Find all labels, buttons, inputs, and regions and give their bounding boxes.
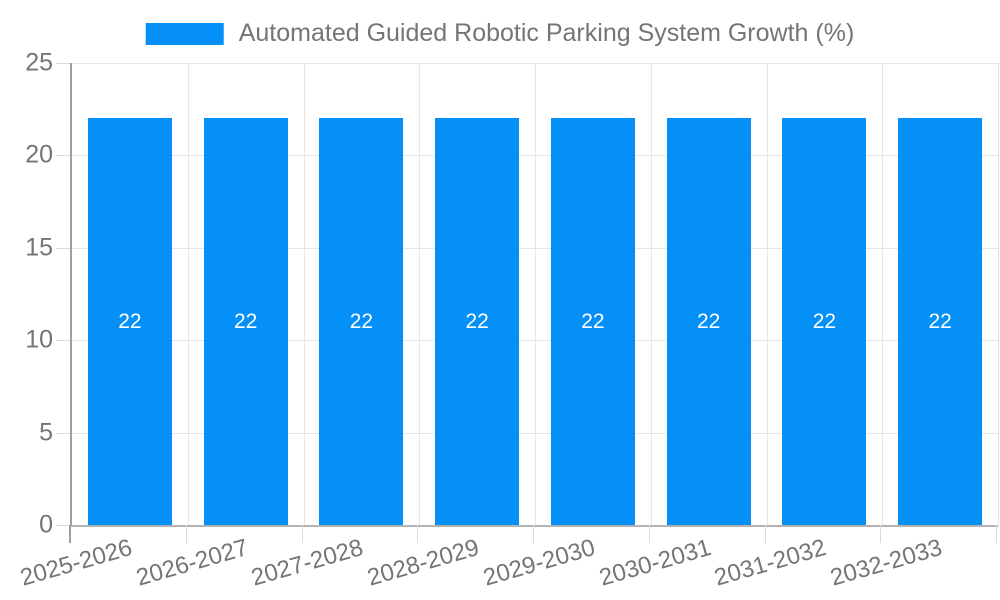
bar-value-label: 22 [696,309,721,333]
bar-2026-2027: 22 [203,118,288,525]
x-axis-tick-label: 2028-2029 [364,534,483,592]
x-axis-tick-mark [301,525,303,543]
y-axis-tick-label: 10 [25,325,53,354]
legend[interactable]: Automated Guided Robotic Parking System … [145,19,855,48]
x-axis-tick-label: 2030-2031 [596,534,714,592]
x-axis-tick-label: 2031-2032 [711,534,830,592]
x-axis-tick-mark [880,525,882,543]
bar-2029-2030: 22 [550,118,635,525]
bar-value-label: 22 [349,309,374,333]
x-axis-tick-label: 2026-2027 [133,534,251,592]
y-axis-tick-mark [56,247,70,249]
x-axis-tick-mark [648,525,650,543]
gridline-vertical [187,63,189,525]
gridline-vertical [882,63,884,525]
bar-value-label: 22 [118,309,142,333]
x-axis-tick-mark [185,525,187,543]
bar-value-label: 22 [233,309,258,333]
gridline-vertical [998,63,999,525]
bar-2030-2031: 22 [666,118,751,525]
gridline-vertical [303,63,305,525]
y-axis-line-extension [69,525,71,543]
x-axis-tick-mark [533,525,534,543]
plot-area: 22 22 22 22 22 22 22 22 [70,63,999,527]
x-axis-tick-label: 2025-2026 [17,534,136,592]
chart-title: Automated Guided Robotic Parking System … [238,19,855,47]
y-axis-tick-label: 15 [25,233,53,262]
y-axis-tick-mark [56,432,70,434]
bar-value-label: 22 [465,309,489,333]
bar-value-label: 22 [581,309,605,333]
gridline-vertical [535,63,536,525]
y-axis-tick-label: 0 [39,510,53,539]
gridline-vertical [650,63,652,525]
gridline-vertical [419,63,421,525]
bar-value-label: 22 [928,309,952,333]
bar-2032-2033: 22 [898,118,983,525]
y-axis-tick-mark [56,340,70,342]
legend-swatch[interactable] [145,22,224,45]
x-axis-tick-label: 2027-2028 [248,534,367,592]
x-axis-tick-mark [764,525,766,543]
gridline-vertical [766,63,768,525]
x-axis-tick-label: 2029-2030 [480,534,599,592]
x-axis-tick-mark [996,525,997,543]
y-axis-tick-mark [56,155,70,157]
bar-2028-2029: 22 [435,118,520,525]
y-axis-tick-label: 20 [25,140,53,169]
x-axis-tick-label: 2032-2033 [827,534,946,592]
y-axis-tick-label: 5 [39,418,53,447]
y-axis-tick-mark [56,63,70,64]
y-axis-tick-label: 25 [25,48,53,77]
bar-2031-2032: 22 [782,118,867,525]
bar-2025-2026: 22 [87,118,172,525]
y-axis-tick-mark [56,525,70,526]
x-axis-tick-mark [417,525,419,543]
bar-value-label: 22 [812,309,837,333]
bar-2027-2028: 22 [319,118,404,525]
